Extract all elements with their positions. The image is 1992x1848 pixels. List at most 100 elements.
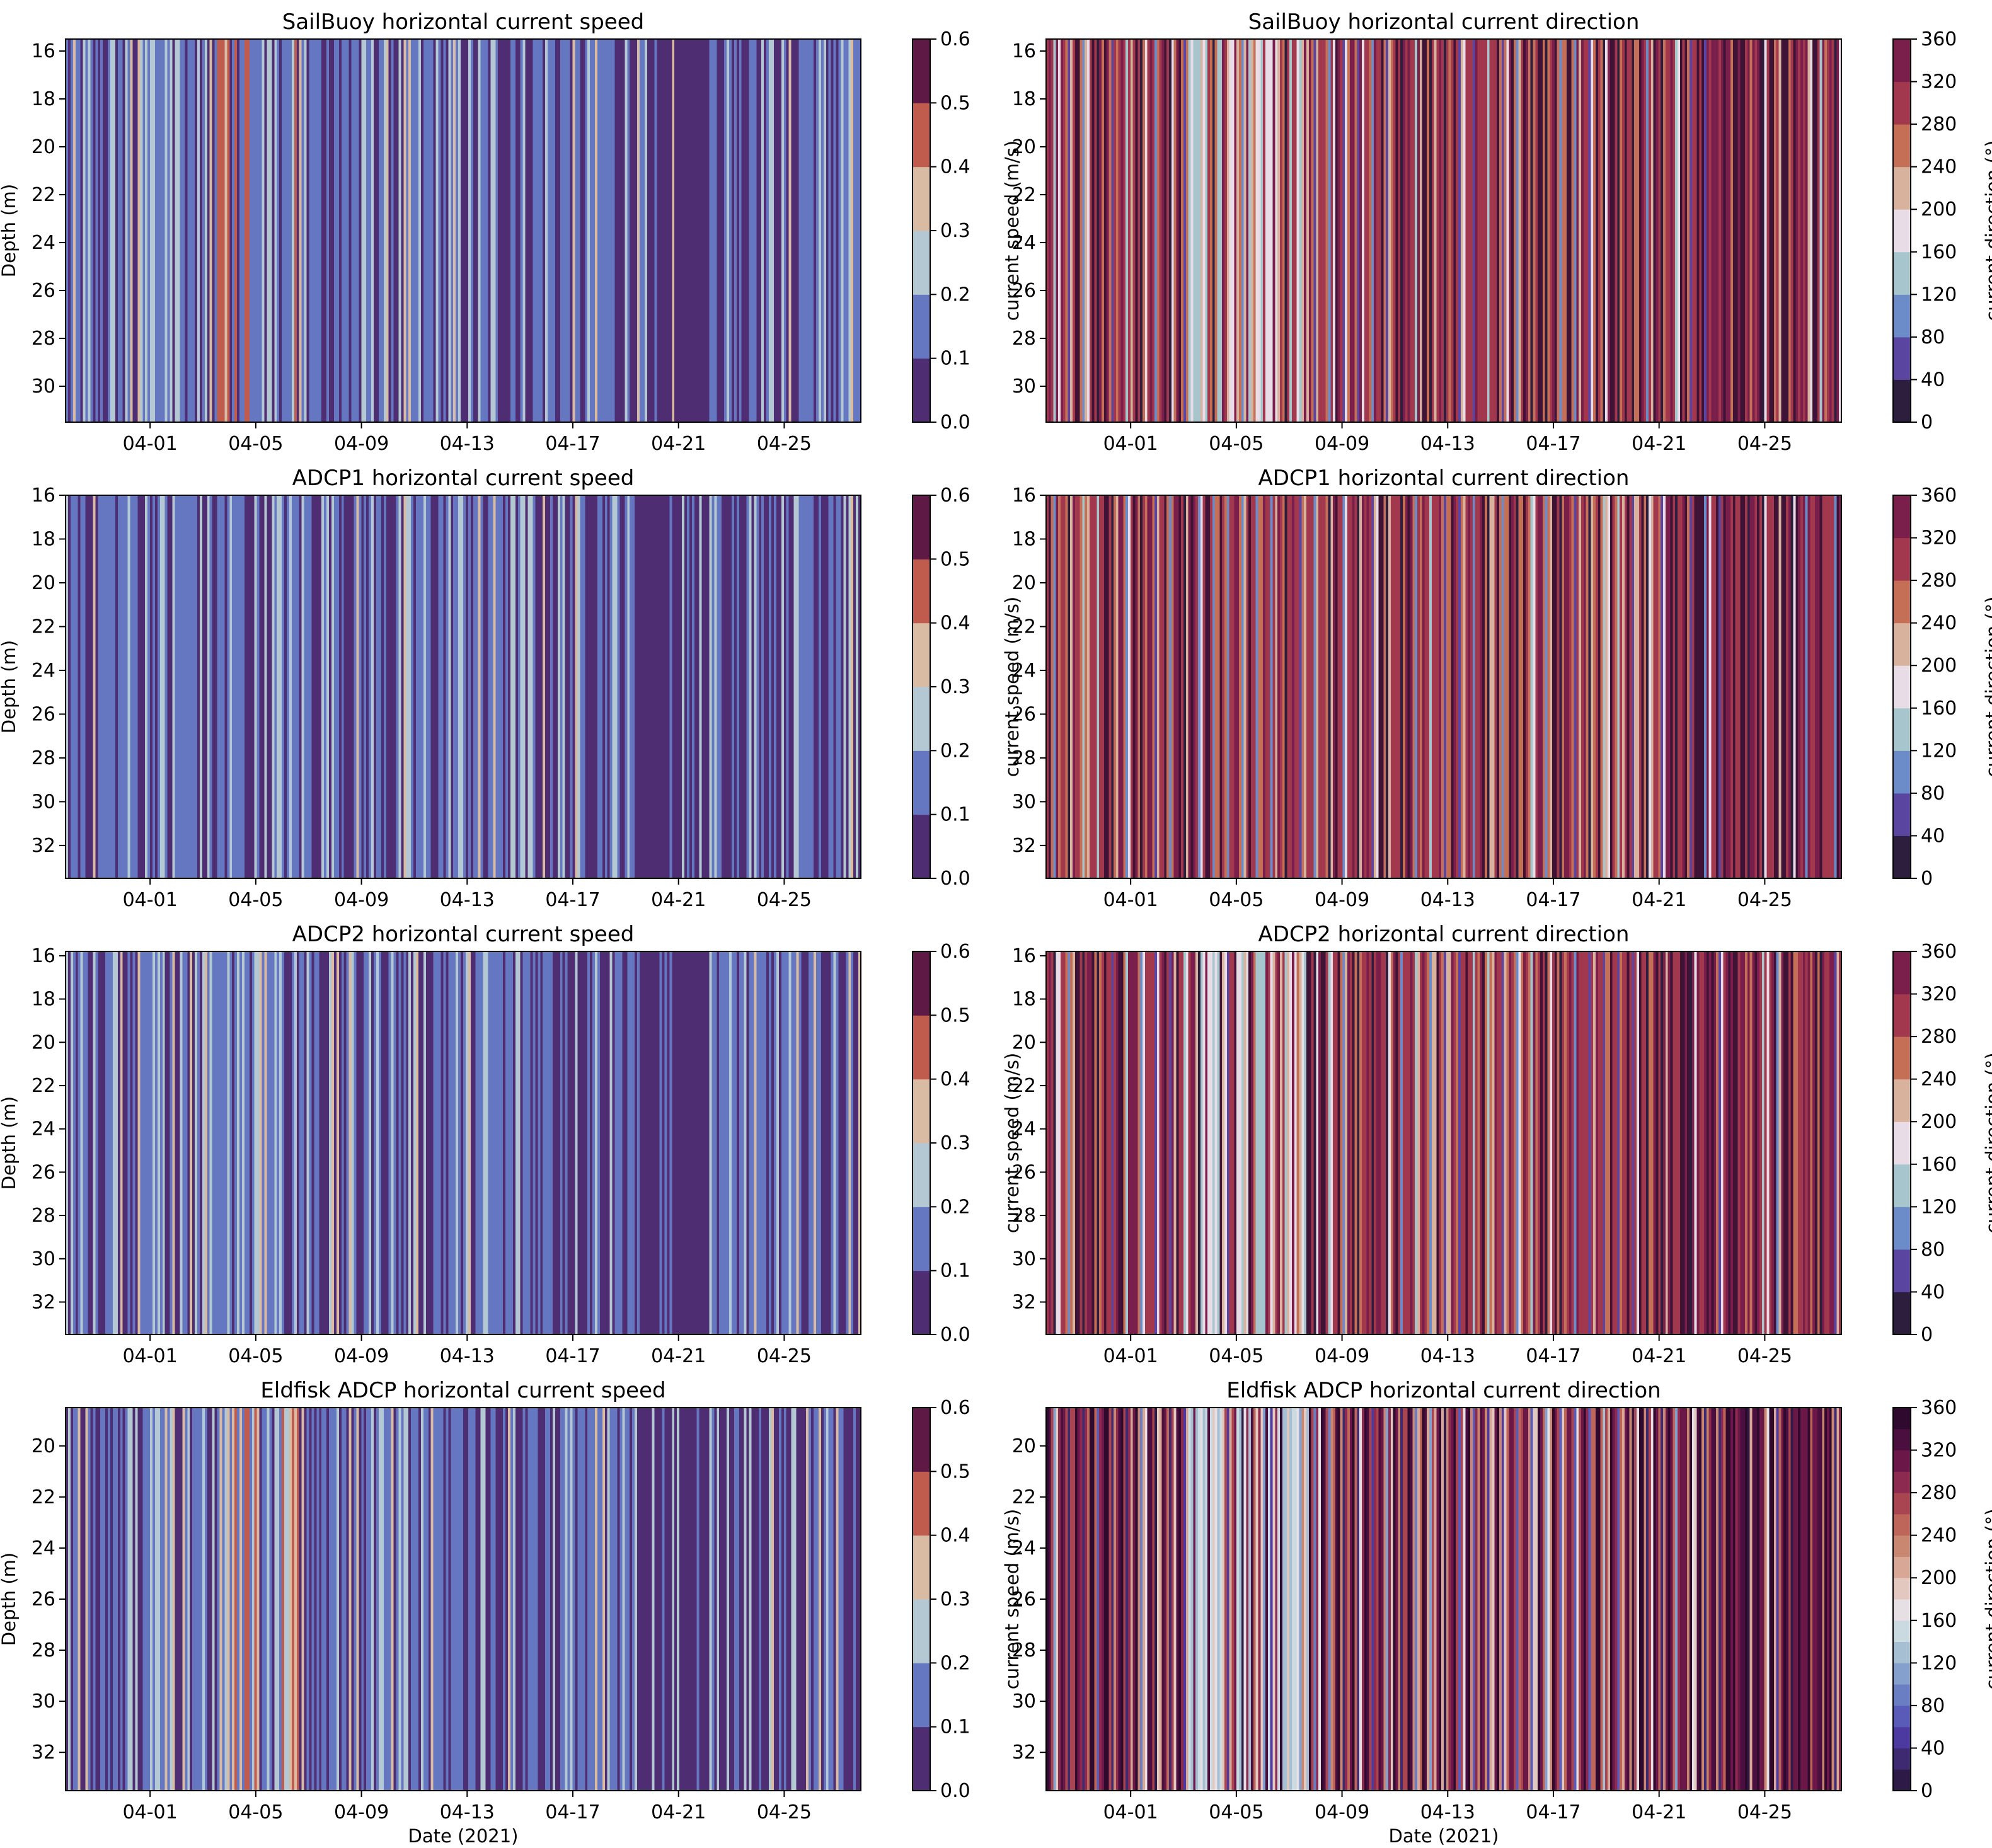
- y-tick-label: 16: [32, 945, 55, 967]
- y-tick-label: 32: [32, 1742, 55, 1764]
- colorbar-segment: [1893, 1079, 1911, 1122]
- x-tick-label: 04-17: [545, 1801, 600, 1823]
- colorbar-segment: [1893, 1428, 1911, 1451]
- colorbar-segment: [913, 814, 930, 879]
- x-tick-label: 04-17: [545, 1345, 600, 1367]
- colorbar-segment: [1893, 1641, 1911, 1663]
- y-tick-label: 28: [1012, 328, 1036, 350]
- colorbar-tick-label: 0.0: [940, 1780, 970, 1802]
- x-tick-label: 04-09: [1315, 433, 1369, 455]
- colorbar: 0 40 80 120 160 200 240 280 320 360 current direct…: [1892, 1397, 1992, 1802]
- y-tick-label: 20: [32, 1031, 55, 1053]
- colorbar: 0 40 80 120 160 200 240 280 320 360 current direct…: [1892, 485, 1992, 890]
- colorbar-segment: [1893, 1620, 1911, 1643]
- colorbar-tick-label: 0.0: [940, 868, 970, 890]
- colorbar-tick-label: 0.3: [940, 1588, 970, 1610]
- x-tick-label: 04-21: [1632, 1801, 1686, 1823]
- x-tick-label: 04-21: [651, 1345, 706, 1367]
- panel-title: Eldfisk ADCP horizontal current speed: [260, 1378, 665, 1403]
- heatmap-field: [66, 495, 861, 878]
- x-tick-label: 04-13: [1420, 1345, 1475, 1367]
- colorbar-segment: [1893, 1748, 1911, 1770]
- colorbar-tick-label: 0.1: [940, 1716, 970, 1738]
- y-tick-label: 16: [32, 40, 55, 62]
- colorbar-segment: [913, 1726, 930, 1791]
- x-tick-label: 04-01: [1103, 433, 1158, 455]
- colorbar-segment: [1893, 209, 1911, 253]
- colorbar-tick-label: 0.5: [940, 1461, 970, 1483]
- colorbar-tick-label: 40: [1921, 1737, 1945, 1759]
- panel-1: SailBuoy horizontal current speed 04-01 04…: [0, 9, 1023, 455]
- x-tick-label: 04-05: [1209, 433, 1264, 455]
- colorbar-tick-label: 0.1: [940, 348, 970, 370]
- y-tick-label: 22: [1012, 1075, 1036, 1097]
- colorbar-tick-label: 200: [1921, 655, 1957, 677]
- colorbar-label: current speed (m/s): [1001, 597, 1023, 777]
- colorbar-label: current speed (m/s): [1001, 1053, 1023, 1233]
- colorbar: 0.0 0.1 0.2 0.3 0.4 0.5 0.6 current speed (m/s): [912, 1397, 1023, 1802]
- y-tick-label: 24: [1012, 1537, 1036, 1559]
- colorbar-segment: [913, 1535, 930, 1600]
- x-tick-label: 04-25: [1737, 433, 1792, 455]
- colorbar-segment: [913, 1471, 930, 1536]
- panel-title: ADCP1 horizontal current speed: [292, 466, 635, 491]
- y-tick-label: 22: [32, 1075, 55, 1097]
- x-tick-label: 04-01: [123, 433, 178, 455]
- y-tick-label: 28: [32, 328, 55, 350]
- x-tick-label: 04-25: [1737, 1801, 1792, 1823]
- colorbar-tick-label: 0.6: [940, 28, 970, 50]
- colorbar-tick-label: 280: [1921, 113, 1957, 135]
- x-tick-label: 04-01: [123, 1801, 178, 1823]
- x-tick-label: 04-05: [1209, 1345, 1264, 1367]
- y-tick-label: 30: [32, 791, 55, 813]
- colorbar-segment: [1893, 1769, 1911, 1791]
- colorbar-tick-label: 320: [1921, 1440, 1957, 1462]
- colorbar-tick-label: 200: [1921, 198, 1957, 221]
- colorbar-tick-label: 0.5: [940, 1004, 970, 1026]
- colorbar-segment: [1893, 124, 1911, 168]
- x-tick-label: 04-17: [1526, 889, 1580, 911]
- x-tick-label: 04-05: [1209, 1801, 1264, 1823]
- colorbar: 0 40 80 120 160 200 240 280 320 360 current direct…: [1892, 941, 1992, 1346]
- colorbar-segment: [913, 623, 930, 687]
- colorbar-tick-label: 240: [1921, 612, 1957, 634]
- y-tick-label: 24: [1012, 1118, 1036, 1140]
- x-tick-label: 04-25: [757, 433, 812, 455]
- y-tick-label: 28: [32, 747, 55, 769]
- colorbar-segment: [1893, 1726, 1911, 1748]
- y-tick-label: 24: [32, 660, 55, 682]
- panel-7: Eldfisk ADCP horizontal current speed 04-…: [0, 1378, 1023, 1847]
- colorbar-tick-label: 40: [1921, 369, 1945, 391]
- x-tick-label: 04-13: [1420, 889, 1475, 911]
- colorbar-frame: [1892, 495, 1911, 879]
- colorbar: 0 40 80 120 160 200 240 280 320 360 current direct…: [1892, 28, 1992, 433]
- colorbar-segment: [913, 166, 930, 231]
- y-tick-label: 18: [1012, 528, 1036, 550]
- plot-frame: [1045, 495, 1842, 879]
- panel-title: ADCP2 horizontal current speed: [292, 922, 635, 947]
- colorbar-segment: [1893, 1122, 1911, 1165]
- colorbar-segment: [913, 1079, 930, 1144]
- colorbar-tick-label: 0.3: [940, 676, 970, 698]
- colorbar-segment: [1893, 1705, 1911, 1728]
- y-tick-label: 24: [32, 1537, 55, 1559]
- colorbar-tick-label: 120: [1921, 740, 1957, 762]
- y-tick-label: 20: [1012, 572, 1036, 594]
- y-tick-label: 22: [32, 616, 55, 638]
- colorbar-tick-label: 160: [1921, 1154, 1957, 1176]
- colorbar-segment: [913, 1207, 930, 1271]
- colorbar-tick-label: 0.2: [940, 284, 970, 306]
- y-tick-label: 26: [1012, 280, 1036, 302]
- colorbar-label: current direction (°): [1982, 1052, 1992, 1233]
- x-tick-label: 04-17: [1526, 1345, 1580, 1367]
- colorbar-tick-label: 0.4: [940, 156, 970, 178]
- colorbar-tick-label: 0.6: [940, 941, 970, 963]
- x-axis-label: Date (2021): [408, 1825, 519, 1847]
- y-tick-label: 22: [1012, 1486, 1036, 1508]
- colorbar-tick-label: 0.2: [940, 740, 970, 762]
- y-tick-label: 20: [32, 572, 55, 594]
- colorbar-tick-label: 360: [1921, 941, 1957, 963]
- colorbar: 0.0 0.1 0.2 0.3 0.4 0.5 0.6 current speed (m/s): [912, 28, 1023, 433]
- colorbar-tick-label: 120: [1921, 1652, 1957, 1674]
- colorbar-segment: [1893, 793, 1911, 836]
